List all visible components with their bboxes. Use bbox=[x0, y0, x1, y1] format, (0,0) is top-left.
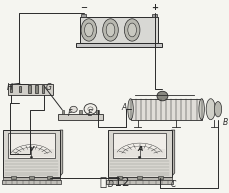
Bar bbox=[107, 177, 171, 181]
Bar bbox=[19, 86, 21, 92]
Bar bbox=[76, 43, 162, 47]
Bar bbox=[41, 85, 44, 93]
Ellipse shape bbox=[124, 19, 139, 41]
Ellipse shape bbox=[84, 23, 93, 37]
Bar bbox=[35, 85, 37, 93]
Text: −: − bbox=[80, 3, 87, 12]
Bar bbox=[107, 130, 171, 177]
Text: B: B bbox=[222, 118, 227, 127]
Text: D: D bbox=[107, 180, 113, 190]
Bar bbox=[81, 14, 86, 17]
Ellipse shape bbox=[205, 99, 214, 120]
Circle shape bbox=[84, 104, 96, 114]
Bar bbox=[130, 99, 201, 120]
Bar bbox=[116, 176, 121, 179]
Bar bbox=[29, 176, 34, 179]
Text: +: + bbox=[150, 3, 158, 12]
Text: A: A bbox=[136, 146, 142, 152]
Circle shape bbox=[138, 156, 140, 158]
Polygon shape bbox=[60, 130, 63, 177]
Ellipse shape bbox=[106, 23, 114, 37]
Ellipse shape bbox=[213, 102, 221, 117]
Bar bbox=[3, 177, 60, 181]
Bar bbox=[151, 14, 157, 17]
Ellipse shape bbox=[127, 99, 133, 120]
Bar bbox=[8, 84, 53, 95]
Ellipse shape bbox=[156, 91, 167, 101]
Text: 图  12: 图 12 bbox=[99, 176, 129, 190]
Text: H: H bbox=[6, 83, 12, 92]
Ellipse shape bbox=[81, 19, 96, 41]
Circle shape bbox=[70, 106, 77, 112]
Circle shape bbox=[30, 156, 33, 158]
Bar bbox=[10, 84, 12, 92]
Bar bbox=[8, 133, 55, 158]
Bar bbox=[57, 114, 103, 120]
Bar bbox=[80, 17, 157, 43]
Text: E: E bbox=[88, 109, 93, 118]
Bar bbox=[61, 110, 64, 114]
Text: F: F bbox=[68, 109, 72, 118]
Bar bbox=[11, 176, 15, 179]
Text: C: C bbox=[170, 180, 175, 190]
Bar bbox=[28, 85, 31, 93]
Bar bbox=[79, 110, 82, 114]
Bar bbox=[112, 133, 166, 158]
Ellipse shape bbox=[102, 19, 118, 41]
Ellipse shape bbox=[198, 99, 204, 120]
Text: A: A bbox=[121, 103, 127, 112]
Bar bbox=[96, 110, 99, 114]
Bar bbox=[2, 180, 61, 184]
Text: G: G bbox=[45, 83, 51, 92]
Bar bbox=[3, 130, 60, 177]
Text: V: V bbox=[29, 146, 34, 152]
Bar bbox=[106, 180, 172, 184]
Ellipse shape bbox=[127, 23, 136, 37]
Bar bbox=[136, 176, 142, 179]
Bar bbox=[157, 176, 162, 179]
Polygon shape bbox=[171, 130, 174, 177]
Bar bbox=[47, 176, 52, 179]
